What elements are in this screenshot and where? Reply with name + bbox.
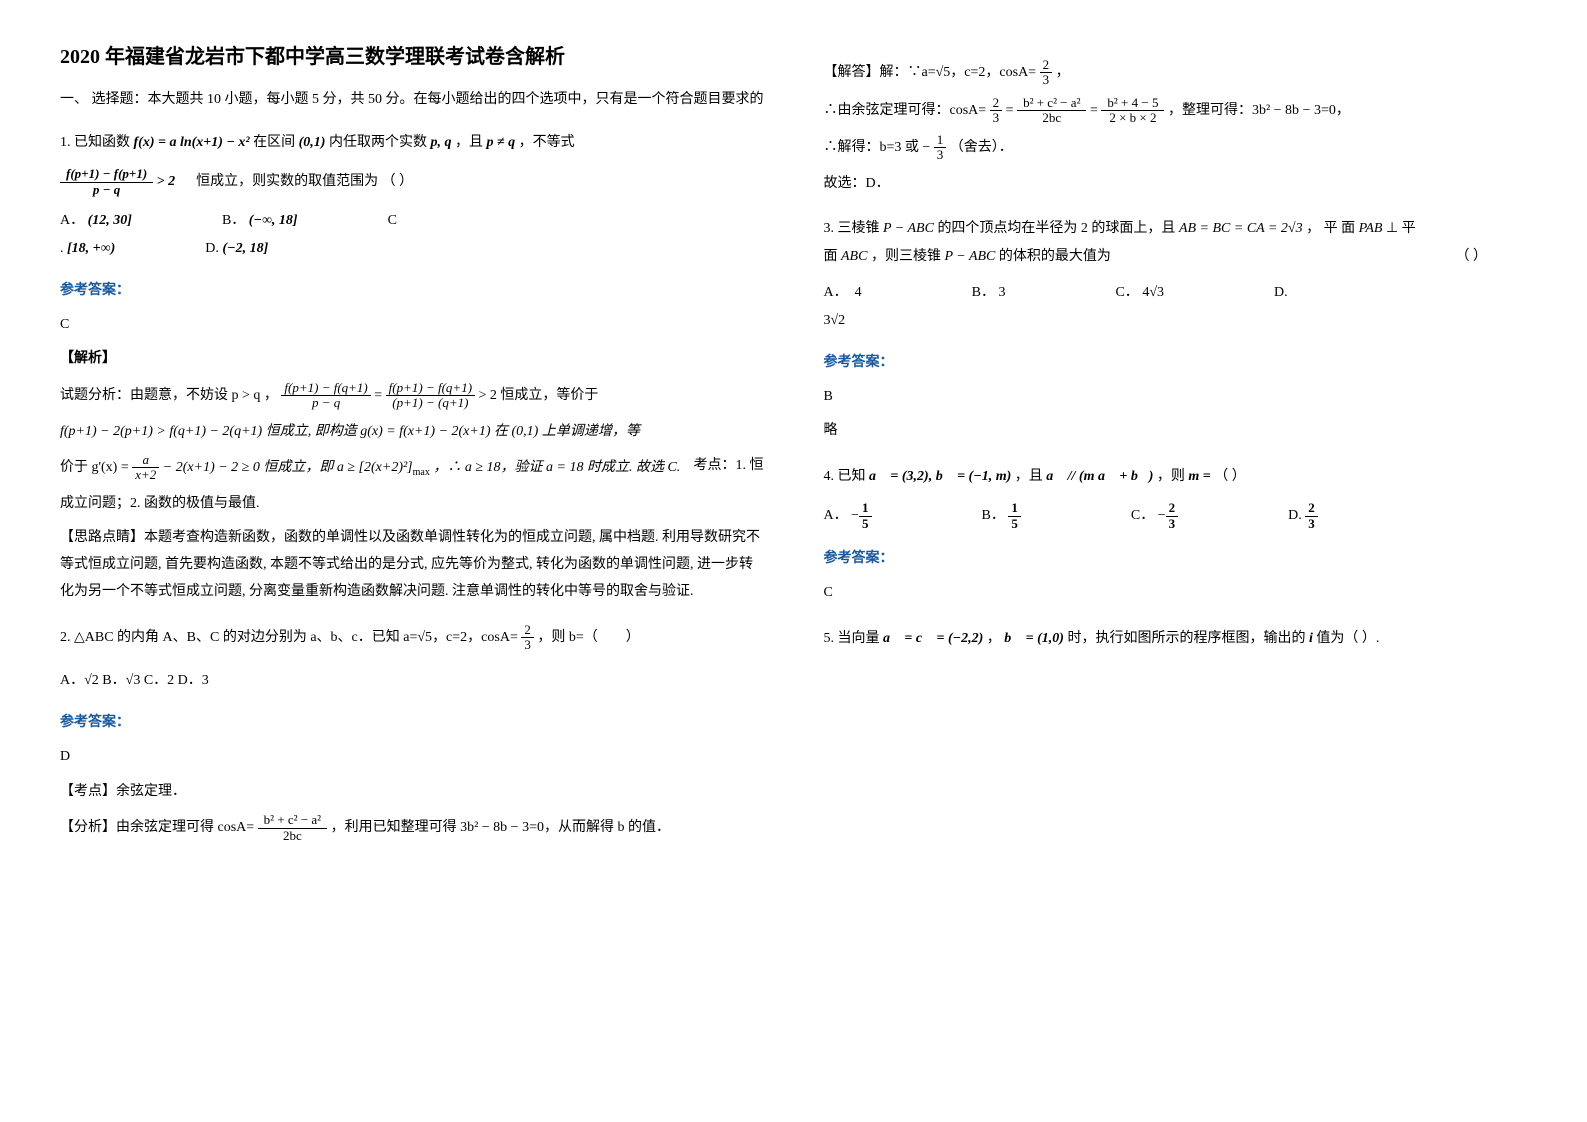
q4-answer: C	[824, 579, 1528, 607]
q3-option-D: 3√2	[824, 307, 1528, 335]
q2-cosA-frac: 2 3	[521, 623, 534, 653]
q3-option-B: B． 3	[972, 279, 1006, 307]
q1-ex-frac2: f(p+1) − f(q+1) (p+1) − (q+1)	[386, 381, 475, 411]
q2-solution: 【解答】解：∵a=√5，c=2，cosA= 2 3 ， ∴由余弦定理可得：cos…	[824, 58, 1528, 197]
q2-answer-label: 参考答案：	[60, 709, 764, 737]
q1-gt: > 2	[157, 174, 175, 189]
question-1: 1. 已知函数 f(x) = a ln(x+1) − x² 在区间 (0,1) …	[60, 129, 764, 605]
q1-ex-frac1: f(p+1) − f(q+1) p − q	[281, 381, 370, 411]
question-4: 4. 已知 a⃗ = (3,2), b⃗ = (−1, m) ，且 a⃗ // …	[824, 463, 1528, 607]
q4-option-A: A． −15	[824, 501, 872, 531]
question-3: 3. 三棱锥 P − ABC 的四个顶点均在半径为 2 的球面上，且 AB = …	[824, 215, 1528, 445]
question-2: 2. △ABC 的内角 A、B、C 的对边分别为 a、b、c．已知 a=√5，c…	[60, 623, 764, 843]
q1-stem-b: 在区间	[253, 135, 295, 150]
q2-stem-b: ，c=2，cosA=	[432, 630, 518, 645]
q2-fenxi: 【分析】由余弦定理可得 cosA= b² + c² − a² 2bc ，利用已知…	[60, 813, 764, 843]
q2-kaodian: 【考点】余弦定理．	[60, 779, 764, 806]
q1-explain-1: 试题分析：由题意，不妨设 p > q ， f(p+1) − f(q+1) p −…	[60, 381, 764, 411]
q1-think: 【思路点睛】本题考查构造新函数，函数的单调性以及函数单调性转化为的恒成立问题, …	[60, 525, 764, 605]
q4-option-C: C． −23	[1131, 501, 1178, 531]
q2-sqrt5: √5	[417, 630, 432, 645]
right-column: 【解答】解：∵a=√5，c=2，cosA= 2 3 ， ∴由余弦定理可得：cos…	[824, 40, 1528, 861]
q2-options: A．√2 B．√3 C．2 D．3	[60, 667, 764, 695]
question-5: 5. 当向量 a⃗ = c⃗ = (−2,2) ， b⃗ = (1,0) 时，执…	[824, 625, 1528, 653]
q2-answer: D	[60, 743, 764, 771]
exam-title: 2020 年福建省龙岩市下都中学高三数学理联考试卷含解析	[60, 40, 764, 69]
q1-option-A: A． (12, 30]	[60, 207, 132, 235]
q1-tail: 恒成立，则实数的取值范围为 （ ）	[196, 174, 413, 189]
q2-stem-c: ，则 b=（ ）	[537, 630, 639, 645]
q2-stem-a: 2. △ABC 的内角 A、B、C 的对边分别为 a、b、c．已知 a=	[60, 630, 417, 645]
q2-fx-frac: b² + c² − a² 2bc	[258, 813, 327, 843]
q1-neq: p ≠ q	[486, 135, 515, 150]
q1-stem-a: 1. 已知函数	[60, 135, 130, 150]
q1-frac-num: f(p+1) − f(p+1)	[60, 167, 153, 182]
q3-lue: 略	[824, 417, 1528, 445]
section-1-intro: 一、 选择题：本大题共 10 小题，每小题 5 分，共 50 分。在每小题给出的…	[60, 89, 764, 111]
q1-jiexi-tag: 【解析】	[60, 345, 764, 373]
q4-answer-label: 参考答案：	[824, 545, 1528, 573]
q1-option-B: B． (−∞, 18]	[222, 207, 298, 235]
q1-answer: C	[60, 311, 764, 339]
q1-explain-2: f(p+1) − 2(p+1) > f(q+1) − 2(q+1) 恒成立, 即…	[60, 419, 764, 446]
q1-option-C-label: C	[388, 207, 397, 235]
q4-option-B: B． 15	[982, 501, 1021, 531]
q1-stem-c: 内任取两个实数	[329, 135, 427, 150]
q3-option-C: C． 4√3	[1115, 279, 1164, 307]
q3-answer: B	[824, 383, 1528, 411]
q1-option-C: . [18, +∞)	[60, 235, 115, 263]
q1-interval: (0,1)	[299, 135, 326, 150]
q1-pq: p, q	[430, 135, 451, 150]
q1-frac-den: p − q	[60, 183, 153, 197]
q1-fn: f(x) = a ln(x+1) − x²	[134, 135, 250, 150]
q1-stem-e: ，不等式	[519, 135, 575, 150]
q1-main-frac: f(p+1) − f(p+1) p − q	[60, 167, 153, 197]
q4-option-D: D. 23	[1288, 501, 1318, 531]
left-column: 2020 年福建省龙岩市下都中学高三数学理联考试卷含解析 一、 选择题：本大题共…	[60, 40, 764, 861]
q1-stem-d: ，且	[455, 135, 483, 150]
q3-answer-label: 参考答案：	[824, 349, 1528, 377]
q1-option-D: D. (−2, 18]	[205, 235, 268, 263]
q2-final: 故选：D．	[824, 171, 1528, 198]
q1-explain-3: 价于 g'(x) = a x+2 − 2(x+1) − 2 ≥ 0 恒成立，即 …	[60, 453, 764, 483]
q3-option-D-label: D.	[1274, 279, 1288, 307]
q1-explain-4: 成立问题；2. 函数的极值与最值.	[60, 491, 764, 518]
q1-answer-label: 参考答案：	[60, 277, 764, 305]
q3-option-A: A． 4	[824, 279, 862, 307]
q1-ex-frac3: a x+2	[132, 453, 159, 483]
q1-kaodian: 考点：1. 恒	[694, 453, 764, 480]
